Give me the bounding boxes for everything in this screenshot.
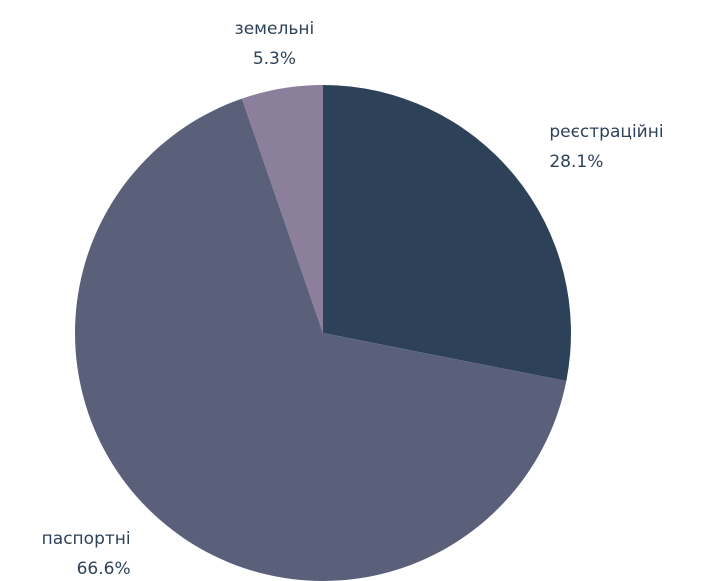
- slice-label: земельні: [235, 19, 315, 39]
- slice-label: паспортні: [42, 529, 131, 549]
- slice-label: реєстраційні: [549, 122, 663, 142]
- pie-slice: [74, 98, 567, 581]
- slice-value-label: 28.1%: [549, 152, 603, 172]
- slice-value-label: 66.6%: [77, 559, 131, 579]
- pie-slice: [241, 85, 323, 333]
- slice-value-label: 5.3%: [253, 49, 296, 69]
- pie-slice: [323, 85, 571, 382]
